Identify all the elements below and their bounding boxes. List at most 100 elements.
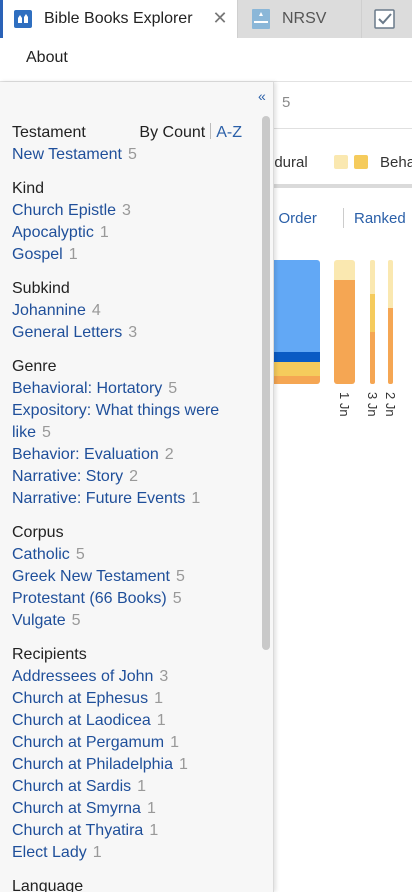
facet-item[interactable]: Church Epistle 3 [12,200,258,222]
scrollbar[interactable] [262,116,270,650]
result-count: 5 [282,94,291,111]
facet-group: Recipients Addressees of John 3 Church at E… [12,644,258,864]
facet-item[interactable]: New Testament 5 [12,144,258,166]
facet-item[interactable]: Apocalyptic 1 [12,222,258,244]
facet-item-count: 4 [91,302,101,319]
facet-item[interactable]: Church at Smyrna 1 [12,798,258,820]
facet-item[interactable]: Greek New Testament 5 [12,566,258,588]
facet-item[interactable]: General Letters 3 [12,322,258,344]
facet-item-label: Church at Sardis [12,778,132,795]
facet-item[interactable]: Protestant (66 Books) 5 [12,588,258,610]
facet-item[interactable]: Gospel 1 [12,244,258,266]
divider [210,123,212,139]
facet-item[interactable]: Narrative: Future Events 1 [12,488,258,510]
legend-swatch-light [334,155,348,169]
facet-item[interactable]: Church at Thyatira 1 [12,820,258,842]
facet-heading-label: Language [12,878,84,892]
facet-item-label: Church at Ephesus [12,690,149,707]
facet-item[interactable]: Church at Laodicea 1 [12,710,258,732]
facet-group: Kind Church Epistle 3 Apocalyptic 1 Gospel 1 [12,178,258,266]
chart-bar-1jn[interactable] [334,260,355,384]
facet-item-count: 1 [154,690,163,707]
facet-item-count: 5 [42,424,51,441]
about-menu[interactable]: About [26,49,68,66]
facet-heading-label: Subkind [12,280,70,297]
chart-bar[interactable] [270,260,320,384]
facet-heading-label: Genre [12,358,57,375]
facet-item[interactable]: Vulgate 5 [12,610,258,632]
close-icon[interactable]: ✕ [212,8,228,28]
facet-item-label: Expository: What things were like [12,402,220,441]
facet-item-count: 1 [92,844,102,861]
sort-by-count-button[interactable]: By Count [139,124,206,141]
canonical-order-link[interactable]: n Order [266,210,317,227]
facet-item-count: 3 [128,324,138,341]
facet-item-label: Church at Philadelphia [12,756,173,773]
facet-item-label: Behavior: Evaluation [12,446,159,463]
facet-item-label: Elect Lady [12,844,87,861]
facet-item-label: Johannine [12,302,86,319]
facet-item-label: Apocalyptic [12,224,94,241]
bar-segment [270,376,320,384]
facet-group: Corpus Catholic 5 Greek New Testament 5 Prote… [12,522,258,632]
facet-heading-label: Recipients [12,646,87,663]
facet-list: Testament By Count A-Z New Testament 5 Kind Ch… [12,122,258,892]
tab-strip: Bible Books Explorer ✕ NRSV [0,0,412,38]
sort-az-button[interactable]: A-Z [216,124,242,141]
facet-item-label: Narrative: Story [12,468,124,485]
facet-group-heading: Testament By Count A-Z [12,122,258,144]
facet-group-heading: Subkind [12,278,258,300]
facet-group-heading: Kind [12,178,258,200]
tab-bible-books-explorer[interactable]: Bible Books Explorer ✕ [0,0,238,38]
facet-item[interactable]: Catholic 5 [12,544,258,566]
facet-item[interactable]: Church at Philadelphia 1 [12,754,258,776]
bar-segment [388,308,393,384]
bar-segment [370,332,375,384]
chart-bar-2jn[interactable] [388,260,393,384]
facet-item-count: 1 [146,800,156,817]
divider [260,128,412,129]
facet-item-count: 5 [168,380,178,397]
facet-item-count: 5 [172,590,182,607]
tab-third[interactable] [362,0,412,38]
ranked-link[interactable]: Ranked [354,210,406,227]
bar-segment [334,260,355,280]
facet-item[interactable]: Church at Ephesus 1 [12,688,258,710]
facet-item-count: 1 [99,224,109,241]
facet-item[interactable]: Behavior: Evaluation 2 [12,444,258,466]
divider [343,208,344,228]
bar-label: 1 Jn [337,392,352,417]
legend-swatch-yellow [354,155,368,169]
divider [260,184,412,188]
facet-item[interactable]: Elect Lady 1 [12,842,258,864]
tab-title: Bible Books Explorer [44,10,193,27]
facet-item-count: 1 [156,712,166,729]
tab-nrsv[interactable]: NRSV [238,0,362,38]
facet-item-label: Church at Thyatira [12,822,144,839]
facet-item-count: 3 [122,202,131,219]
facet-item[interactable]: Behavioral: Hortatory 5 [12,378,258,400]
facet-item[interactable]: Johannine 4 [12,300,258,322]
facet-group-heading: Language [12,876,258,892]
facet-item[interactable]: Narrative: Story 2 [12,466,258,488]
facet-item[interactable]: Church at Pergamum 1 [12,732,258,754]
facet-item[interactable]: Church at Sardis 1 [12,776,258,798]
bar-label: 3 Jn [365,392,380,417]
facet-item[interactable]: Addressees of John 3 [12,666,258,688]
facet-item-count: 5 [176,568,185,585]
collapse-panel-button[interactable]: « [258,88,266,104]
facet-item-count: 1 [137,778,147,795]
legend-label: edural [266,154,308,171]
facet-item[interactable]: Expository: What things were like 5 [12,400,234,444]
facet-item-count: 2 [164,446,174,463]
chart-bar-3jn[interactable] [370,260,375,384]
tab-title: NRSV [282,10,327,27]
facet-group: Language [12,876,258,892]
facet-item-label: Protestant (66 Books) [12,590,167,607]
facet-item-label: Catholic [12,546,70,563]
facet-item-label: Church at Laodicea [12,712,151,729]
facet-item-count: 5 [75,546,85,563]
facet-item-count: 2 [129,468,139,485]
facet-item-label: Church at Smyrna [12,800,141,817]
facet-item-count: 1 [149,822,159,839]
